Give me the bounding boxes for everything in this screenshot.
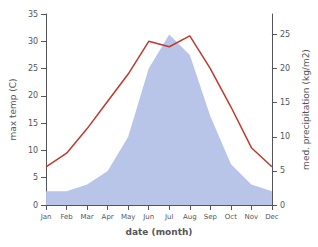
- svg-text:15: 15: [280, 98, 290, 107]
- svg-text:30: 30: [28, 37, 38, 46]
- svg-text:date (month): date (month): [126, 227, 193, 237]
- svg-text:25: 25: [28, 64, 38, 73]
- svg-text:Oct: Oct: [225, 213, 237, 221]
- svg-text:20: 20: [280, 64, 290, 73]
- svg-text:Aug: Aug: [183, 213, 197, 221]
- svg-text:May: May: [121, 213, 135, 221]
- svg-text:Dec: Dec: [265, 213, 279, 221]
- svg-text:Jul: Jul: [164, 213, 174, 221]
- svg-text:max temp (C): max temp (C): [8, 78, 18, 140]
- svg-text:5: 5: [280, 166, 285, 175]
- svg-text:Nov: Nov: [245, 213, 259, 221]
- svg-text:Mar: Mar: [81, 213, 94, 221]
- svg-text:Apr: Apr: [102, 213, 114, 221]
- svg-text:35: 35: [28, 10, 38, 19]
- svg-text:Sep: Sep: [204, 213, 218, 221]
- svg-text:20: 20: [28, 91, 38, 100]
- svg-text:5: 5: [33, 173, 38, 182]
- svg-text:10: 10: [28, 146, 38, 155]
- svg-text:Feb: Feb: [60, 213, 73, 221]
- svg-text:25: 25: [280, 30, 290, 39]
- svg-text:0: 0: [280, 201, 285, 210]
- svg-text:10: 10: [280, 132, 290, 141]
- svg-text:Jun: Jun: [142, 213, 154, 221]
- svg-text:0: 0: [33, 201, 38, 210]
- svg-text:Jan: Jan: [40, 213, 52, 221]
- svg-text:15: 15: [28, 119, 38, 128]
- svg-text:med. precipitation (kg/m2): med. precipitation (kg/m2): [301, 49, 311, 170]
